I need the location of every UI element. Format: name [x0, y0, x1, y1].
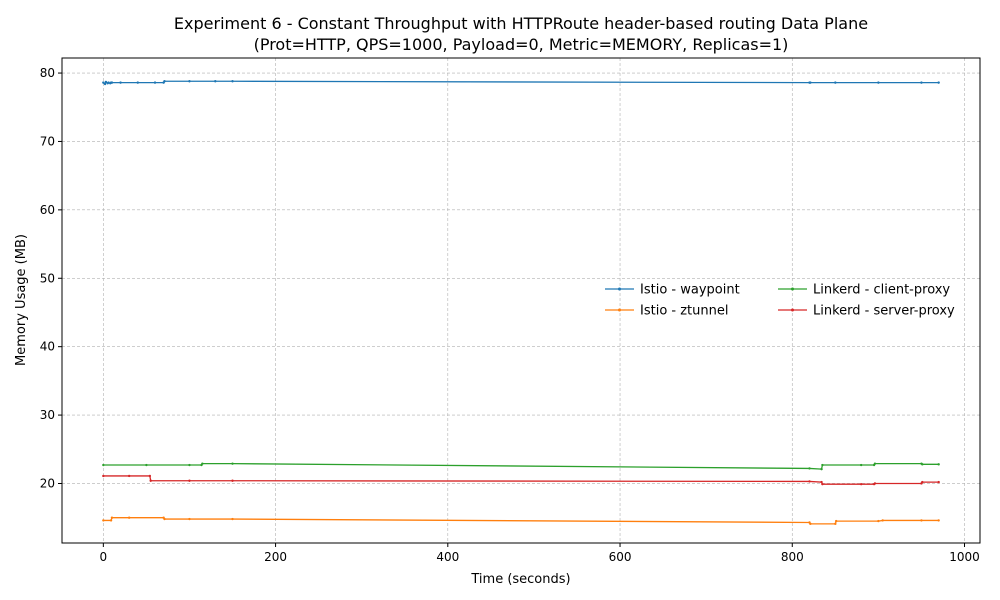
- data-point: [809, 522, 812, 526]
- legend-label: Linkerd - server-proxy: [813, 304, 955, 319]
- y-axis-label: Memory Usage (MB): [14, 234, 29, 366]
- data-point: [231, 517, 234, 521]
- data-point: [937, 463, 940, 466]
- data-point: [188, 479, 191, 482]
- data-point: [834, 522, 837, 526]
- legend-marker: [791, 308, 794, 312]
- y-tick-label: 20: [40, 476, 55, 490]
- data-point: [921, 480, 924, 484]
- data-point: [937, 81, 940, 84]
- x-axis: 0 200 400 600 800 1000: [100, 543, 980, 564]
- x-tick-label: 0: [100, 550, 108, 564]
- data-point: [163, 517, 166, 521]
- data-point: [877, 81, 880, 84]
- y-tick-label: 40: [40, 340, 55, 354]
- series-line: [103, 462, 939, 470]
- data-point: [808, 480, 811, 483]
- data-point: [127, 474, 131, 478]
- data-point: [873, 462, 877, 465]
- x-tick-label: 600: [609, 550, 632, 564]
- y-tick-label: 30: [40, 408, 55, 422]
- series-linkerd-server-proxy: [102, 474, 940, 486]
- legend-label: Istio - ztunnel: [640, 304, 728, 319]
- data-point: [153, 81, 157, 84]
- data-point: [920, 81, 923, 84]
- legend-marker: [618, 287, 621, 291]
- data-point: [127, 516, 131, 519]
- series-layer: [102, 80, 940, 526]
- data-point: [231, 80, 234, 83]
- data-point: [834, 519, 838, 523]
- plot-frame: [61, 57, 981, 544]
- data-point: [149, 479, 152, 482]
- y-tick-label: 80: [40, 66, 55, 80]
- x-tick-label: 1000: [949, 550, 980, 564]
- data-point: [188, 463, 191, 467]
- data-point: [937, 480, 940, 484]
- data-point: [821, 482, 824, 486]
- x-tick-label: 400: [436, 550, 459, 564]
- data-point: [102, 519, 105, 522]
- data-point: [103, 82, 107, 86]
- data-point: [110, 81, 114, 84]
- data-point: [102, 463, 105, 467]
- series-line: [103, 475, 939, 485]
- data-point: [109, 519, 113, 522]
- data-point: [201, 462, 204, 465]
- y-tick-label: 60: [40, 203, 55, 217]
- data-point: [102, 474, 105, 478]
- y-tick-label: 70: [40, 134, 55, 148]
- series-line: [102, 80, 939, 86]
- data-point: [921, 463, 924, 466]
- data-point: [834, 81, 837, 84]
- x-tick-label: 200: [264, 550, 287, 564]
- data-point: [148, 474, 152, 478]
- data-point: [214, 80, 217, 83]
- data-point: [808, 467, 811, 470]
- data-point: [937, 519, 940, 522]
- data-point: [231, 462, 234, 465]
- legend-marker: [791, 287, 794, 291]
- legend-entry: Linkerd - client-proxy: [778, 283, 950, 298]
- data-point: [809, 81, 812, 84]
- data-point: [920, 519, 923, 522]
- data-point: [821, 463, 824, 467]
- data-point: [881, 519, 884, 522]
- series-istio-ztunnel: [102, 516, 940, 526]
- data-point: [231, 479, 234, 482]
- legend-entry: Istio - waypoint: [605, 283, 740, 298]
- data-point: [188, 80, 191, 83]
- data-point: [119, 81, 122, 84]
- data-point: [188, 517, 191, 521]
- data-point: [873, 482, 877, 485]
- data-point: [859, 482, 863, 486]
- chart-title: Experiment 6 - Constant Throughput with …: [174, 14, 868, 33]
- grid-lines: [62, 58, 980, 543]
- x-tick-label: 800: [781, 550, 804, 564]
- data-point: [102, 81, 105, 84]
- series-istio-waypoint: [102, 80, 940, 86]
- data-point: [136, 81, 139, 84]
- y-axis: 20 30 40 50 60 70 80: [40, 66, 62, 490]
- legend-label: Istio - waypoint: [640, 283, 740, 298]
- data-point: [820, 467, 823, 471]
- x-axis-label: Time (seconds): [470, 572, 570, 587]
- series-line: [103, 517, 939, 525]
- data-point: [104, 80, 108, 84]
- y-tick-label: 50: [40, 271, 55, 285]
- legend-marker: [618, 308, 621, 312]
- legend: Istio - waypoint Istio - ztunnel Linkerd -…: [605, 283, 955, 319]
- series-linkerd-client-proxy: [102, 462, 940, 471]
- legend-label: Linkerd - client-proxy: [813, 283, 950, 298]
- data-point: [859, 463, 863, 467]
- data-point: [110, 516, 114, 519]
- data-point: [820, 480, 823, 484]
- data-point: [877, 519, 880, 523]
- legend-entry: Istio - ztunnel: [605, 304, 728, 319]
- data-point: [163, 80, 166, 83]
- data-point: [145, 463, 148, 467]
- chart-subtitle: (Prot=HTTP, QPS=1000, Payload=0, Metric=…: [254, 35, 789, 54]
- legend-entry: Linkerd - server-proxy: [778, 304, 955, 319]
